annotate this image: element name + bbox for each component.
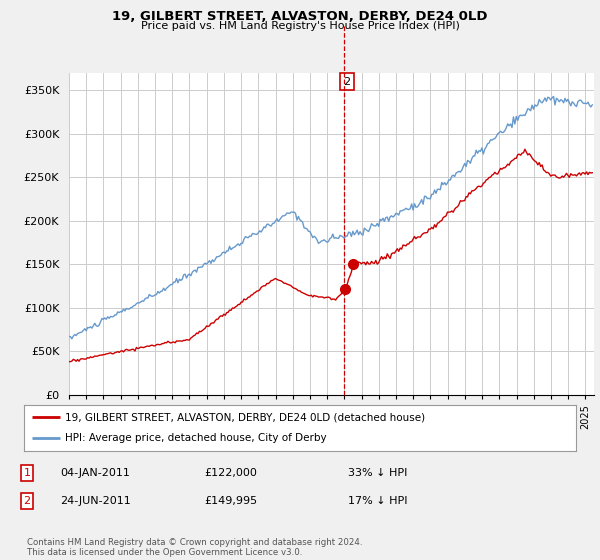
Text: 2: 2 xyxy=(23,496,31,506)
Text: Price paid vs. HM Land Registry's House Price Index (HPI): Price paid vs. HM Land Registry's House … xyxy=(140,21,460,31)
Text: 33% ↓ HPI: 33% ↓ HPI xyxy=(348,468,407,478)
Text: 2: 2 xyxy=(343,77,350,86)
Text: Contains HM Land Registry data © Crown copyright and database right 2024.
This d: Contains HM Land Registry data © Crown c… xyxy=(27,538,362,557)
Text: 24-JUN-2011: 24-JUN-2011 xyxy=(60,496,131,506)
Text: HPI: Average price, detached house, City of Derby: HPI: Average price, detached house, City… xyxy=(65,433,327,444)
Text: 04-JAN-2011: 04-JAN-2011 xyxy=(60,468,130,478)
Text: 19, GILBERT STREET, ALVASTON, DERBY, DE24 0LD: 19, GILBERT STREET, ALVASTON, DERBY, DE2… xyxy=(112,10,488,23)
Text: £149,995: £149,995 xyxy=(204,496,257,506)
Text: £122,000: £122,000 xyxy=(204,468,257,478)
Text: 19, GILBERT STREET, ALVASTON, DERBY, DE24 0LD (detached house): 19, GILBERT STREET, ALVASTON, DERBY, DE2… xyxy=(65,412,425,422)
Text: 1: 1 xyxy=(23,468,31,478)
Text: 17% ↓ HPI: 17% ↓ HPI xyxy=(348,496,407,506)
